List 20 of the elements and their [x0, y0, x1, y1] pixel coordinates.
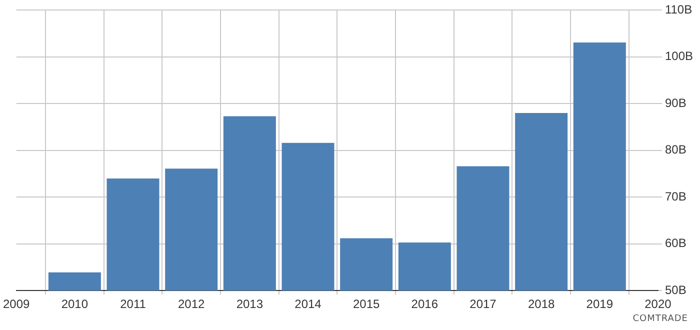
x-tick-label: 2019 — [586, 297, 614, 312]
x-tick-label: 2013 — [236, 297, 264, 312]
y-tick-label: 80B — [664, 142, 686, 157]
y-tick-label: 110B — [664, 2, 692, 17]
y-tick-label: 90B — [664, 96, 686, 110]
x-tick-label: 2014 — [294, 297, 322, 312]
x-tick-label: 2012 — [178, 297, 206, 312]
y-tick-label: 100B — [664, 49, 694, 64]
y-tick-label: 50B — [664, 282, 686, 297]
x-tick-label: 2010 — [61, 297, 88, 312]
x-tick-label: 2020 — [644, 297, 672, 312]
y-tick-label: 70B — [664, 189, 686, 204]
x-tick-label: 2018 — [528, 297, 555, 312]
y-tick-label: 60B — [664, 236, 686, 250]
x-tick-label: 2017 — [470, 297, 497, 312]
x-tick-label: 2016 — [411, 297, 438, 312]
text: COMTRADE — [632, 314, 688, 324]
x-tick-label: 2011 — [120, 297, 146, 312]
x-tick-label: 2009 — [2, 297, 30, 312]
x-tick-label: 2015 — [352, 297, 380, 312]
